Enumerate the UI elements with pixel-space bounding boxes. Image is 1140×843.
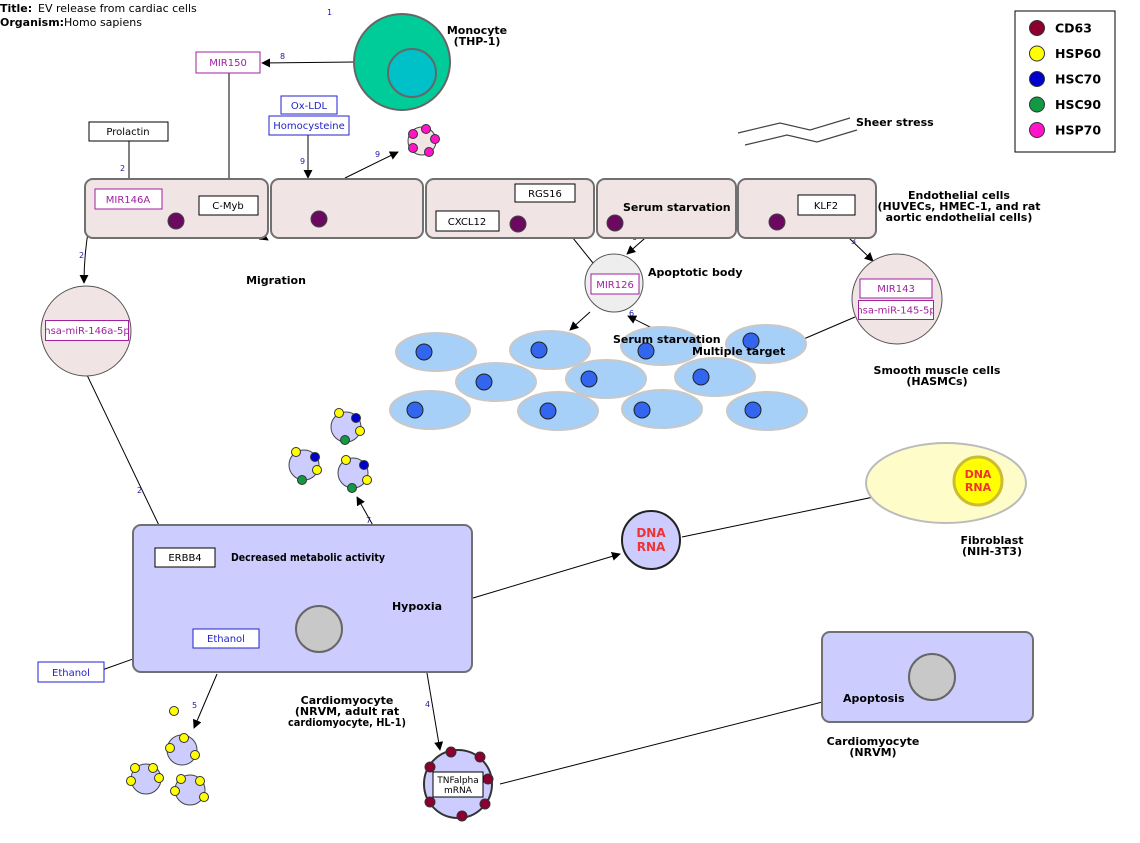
apoptosis-label: Apoptosis — [843, 692, 905, 705]
ref-number: 7 — [366, 516, 371, 525]
legend-label: HSP70 — [1055, 123, 1101, 138]
ref-number: 2 — [137, 486, 142, 495]
endothelial-sublabel: aortic endothelial cells) — [886, 211, 1033, 224]
ox-ldl-node[interactable]: Ox-LDL — [291, 101, 328, 112]
multiple-target-label: Multiple target — [692, 345, 785, 358]
edge-mir146a5p-erbb4 — [86, 374, 167, 541]
legend-label: CD63 — [1055, 21, 1092, 36]
legend-swatch — [1029, 20, 1045, 36]
mir126-node[interactable]: MIR126 — [596, 280, 634, 291]
organism-value: Homo sapiens — [64, 16, 142, 29]
monocyte-sublabel: (THP-1) — [454, 35, 501, 48]
apoptotic-body-label: Apoptotic body — [648, 266, 743, 279]
cardiomyocyte-main-label: Cardiomyocyte — [301, 694, 394, 707]
title-line: Title: EV release from cardiac cells and — [0, 2, 200, 15]
cardiomyocyte-main-sublabel: (NRVM, adult rat — [295, 705, 399, 718]
fibroblast-dna-label: DNA — [965, 468, 992, 481]
hsp60-vesicles — [126, 706, 209, 806]
endothelial-label: Endothelial cells — [908, 189, 1010, 202]
hsc-vesicles — [288, 408, 372, 493]
endothelial-nuclei — [167, 210, 786, 233]
fibroblast-nucleus — [952, 455, 1004, 507]
edge-cell-vesicle — [344, 151, 399, 179]
apoptotic-bodies — [40, 253, 943, 377]
hsp70-vesicle — [407, 124, 440, 157]
legend-swatch — [1029, 45, 1045, 62]
smooth-muscle-cells — [389, 324, 808, 431]
ref-number: 4 — [425, 700, 430, 709]
ref-number: 3 — [851, 237, 856, 246]
cardiomyocyte-main-sublabel: cardiomyocyte, HL-1) — [288, 716, 406, 729]
prolactin-node[interactable]: Prolactin — [106, 127, 149, 138]
edge-mir126-smc — [569, 311, 591, 331]
fibroblast-sublabel: (NIH-3T3) — [962, 545, 1022, 558]
decreased-metabolic-label: Decreased metabolic activity — [231, 551, 385, 564]
legend-swatch — [1029, 122, 1045, 138]
ref-number: 6 — [629, 309, 634, 318]
legend-swatch — [1029, 96, 1045, 113]
cardiomyocyte-nrvm-nucleus — [908, 653, 956, 701]
legend-swatch — [1029, 71, 1045, 87]
cardiomyocyte-nrvm-label: Cardiomyocyte — [827, 735, 920, 748]
legend-label: HSC90 — [1055, 97, 1101, 112]
edge-cardio-vesicles — [193, 673, 218, 729]
tnfalpha-node[interactable]: TNFalpha — [436, 776, 479, 786]
ref-number: 2 — [120, 164, 125, 173]
tnfalpha-mrna-node[interactable]: mRNA — [444, 786, 473, 796]
ref-number: 1 — [327, 8, 332, 17]
sheer-stress-label: Sheer stress — [856, 116, 934, 129]
smooth-muscle-label: Smooth muscle cells — [874, 364, 1001, 377]
vesicle-rna-label: RNA — [637, 540, 666, 554]
ref-number: 8 — [280, 52, 285, 61]
cxcl12-node[interactable]: CXCL12 — [448, 217, 486, 228]
smooth-muscle-sublabel: (HASMCs) — [906, 375, 967, 388]
fibroblast-label: Fibroblast — [960, 534, 1023, 547]
hsa-mir-145-5p-node[interactable]: hsa-miR-145-5p — [856, 306, 935, 317]
title-label: Title: — [0, 2, 33, 15]
monocyte-label: Monocyte — [447, 24, 507, 37]
c-myb-node[interactable]: C-Myb — [212, 201, 243, 212]
title-value: EV release from cardiac cells and — [38, 2, 200, 15]
ref-number: 9 — [375, 150, 380, 159]
hsa-mir-146a-5p-node[interactable]: hsa-miR-146a-5p — [44, 326, 130, 337]
serum-starvation-label: Serum starvation — [623, 201, 731, 214]
mir146a-node[interactable]: MIR146A — [106, 195, 151, 206]
endothelial-sublabel: (HUVECs, HMEC-1, and rat — [877, 200, 1040, 213]
legend-items: CD63 HSP60 HSC70 HSC90 HSP70 — [1029, 20, 1101, 138]
rgs16-node[interactable]: RGS16 — [528, 189, 562, 200]
edge-monocyte-mir150 — [261, 58, 356, 68]
edge-cardio-dna — [472, 552, 621, 599]
mir143-node[interactable]: MIR143 — [877, 284, 915, 295]
cardiomyocyte-main — [132, 524, 473, 673]
ref-number: 5 — [192, 701, 197, 710]
klf2-node[interactable]: KLF2 — [814, 201, 838, 212]
organism-label: Organism: — [0, 16, 65, 29]
edge-tnf-apoptosis — [499, 695, 839, 785]
cardiomyocyte-nrvm-sublabel: (NRVM) — [849, 746, 896, 759]
ref-number: 2 — [79, 251, 84, 260]
hypoxia-label: Hypoxia — [392, 600, 442, 613]
erbb4-node[interactable]: ERBB4 — [168, 553, 201, 564]
monocyte-cell — [353, 13, 451, 111]
ethanol-node-outer[interactable]: Ethanol — [52, 668, 90, 679]
serum-starvation-label: Serum starvation — [613, 333, 721, 346]
sheer-stress-icon — [737, 117, 858, 146]
vesicle-dna-label: DNA — [636, 526, 666, 540]
cardiomyocyte-main-nucleus — [295, 605, 343, 653]
fibroblast-rna-label: RNA — [965, 481, 992, 494]
legend-label: HSC70 — [1055, 72, 1101, 87]
homocysteine-node[interactable]: Homocysteine — [273, 121, 344, 132]
migration-label: Migration — [246, 274, 306, 287]
organism-line: Organism:Homo sapiens — [0, 16, 142, 29]
ethanol-node-inner[interactable]: Ethanol — [207, 634, 245, 645]
legend-label: HSP60 — [1055, 46, 1101, 61]
mir150-node[interactable]: MIR150 — [209, 58, 247, 69]
ref-number: 9 — [300, 157, 305, 166]
dna-rna-vesicle — [621, 510, 681, 570]
